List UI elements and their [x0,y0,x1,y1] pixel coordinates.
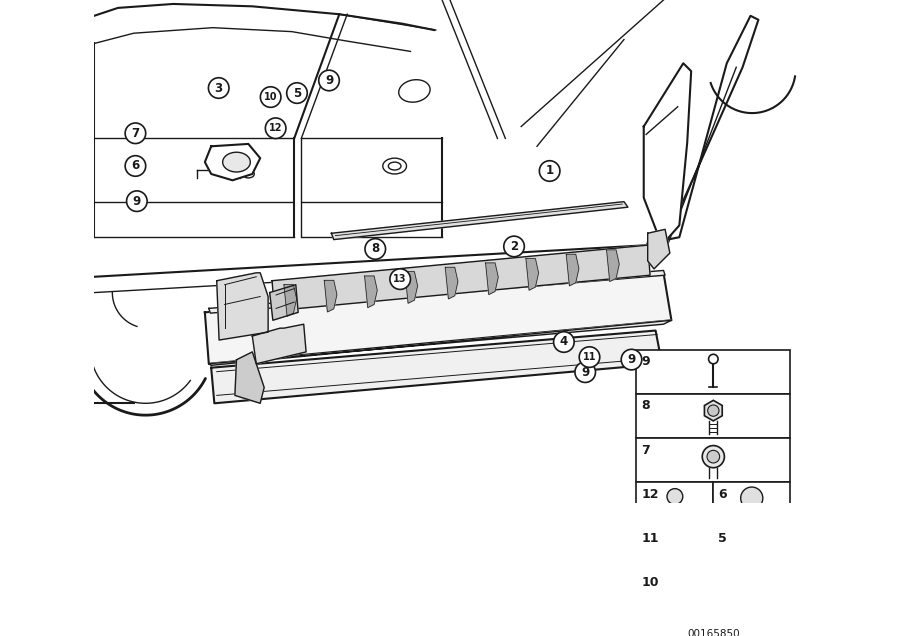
Circle shape [266,118,286,139]
Circle shape [287,83,307,103]
Polygon shape [607,250,619,282]
Circle shape [125,156,146,176]
Text: 00165850: 00165850 [687,629,740,636]
Circle shape [319,70,339,91]
Polygon shape [209,270,665,313]
Text: 1: 1 [545,165,554,177]
Text: 7: 7 [641,443,650,457]
Text: 6: 6 [718,488,726,501]
Text: 10: 10 [264,92,277,102]
Circle shape [365,238,385,259]
Text: 12: 12 [641,488,659,501]
Bar [714,527,790,571]
Circle shape [580,347,599,368]
Text: 9: 9 [325,74,333,87]
Polygon shape [284,285,297,316]
Text: 2: 2 [510,240,518,253]
Text: 6: 6 [131,160,140,172]
Polygon shape [270,285,298,321]
Circle shape [707,450,720,463]
Bar [636,571,714,615]
Polygon shape [235,352,265,403]
Text: 9: 9 [627,353,635,366]
Bar [714,482,790,527]
Polygon shape [205,273,671,364]
Polygon shape [446,267,458,299]
Text: 10: 10 [641,576,659,590]
Text: 5: 5 [718,532,727,545]
Text: 5: 5 [292,86,302,100]
Circle shape [539,161,560,181]
Bar [636,350,790,394]
Polygon shape [252,324,306,364]
Polygon shape [705,400,722,421]
Text: 9: 9 [641,355,650,368]
Ellipse shape [242,170,255,178]
Polygon shape [526,259,538,290]
Text: 13: 13 [393,274,407,284]
Bar [659,595,690,606]
Polygon shape [486,263,499,294]
Bar [736,588,768,598]
Bar [636,482,714,527]
Text: 11: 11 [641,532,659,545]
Ellipse shape [382,158,407,174]
Circle shape [575,362,596,382]
Text: 9: 9 [132,195,141,208]
Ellipse shape [222,152,250,172]
Text: 8: 8 [641,399,650,412]
Polygon shape [648,16,759,245]
Polygon shape [331,202,628,240]
Ellipse shape [399,80,430,102]
Circle shape [702,446,724,467]
Circle shape [209,78,229,99]
Polygon shape [212,331,662,403]
Bar [737,553,766,560]
Text: 4: 4 [560,336,568,349]
Circle shape [670,595,680,606]
Polygon shape [324,280,337,312]
Circle shape [670,530,679,539]
Text: 12: 12 [269,123,283,134]
Circle shape [621,349,642,370]
Circle shape [127,191,147,211]
Polygon shape [644,63,691,245]
Text: 9: 9 [581,366,590,378]
Bar [714,571,790,615]
Ellipse shape [388,162,401,170]
Circle shape [707,405,719,417]
Polygon shape [405,272,418,303]
Polygon shape [648,230,670,269]
Bar [636,438,790,482]
Polygon shape [217,273,268,340]
Circle shape [504,236,525,257]
Circle shape [260,86,281,107]
Polygon shape [364,276,377,308]
Circle shape [708,354,718,364]
Polygon shape [272,245,650,311]
Circle shape [554,332,574,352]
Text: 7: 7 [131,127,140,140]
Text: 11: 11 [582,352,596,362]
Polygon shape [205,144,260,180]
Text: 3: 3 [214,81,223,95]
Bar [636,394,790,438]
Polygon shape [209,321,671,365]
Circle shape [741,487,763,509]
Circle shape [125,123,146,144]
Text: 8: 8 [371,242,380,256]
Circle shape [390,269,410,289]
Circle shape [667,488,683,504]
Polygon shape [566,254,579,286]
Bar [636,527,714,571]
